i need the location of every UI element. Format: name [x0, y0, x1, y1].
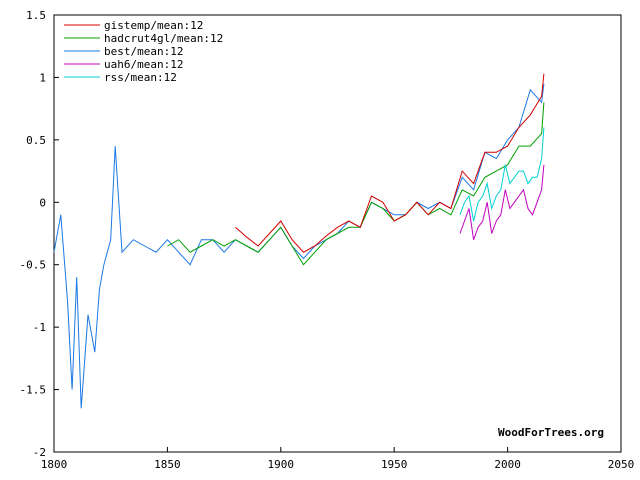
- series-layer: [53, 73, 545, 409]
- legend-label: hadcrut4gl/mean:12: [104, 32, 223, 45]
- y-tick-label: 1.5: [26, 9, 46, 22]
- legend-label: uah6/mean:12: [104, 58, 183, 71]
- x-tick-label: 2000: [494, 458, 521, 471]
- x-tick-label: 1950: [381, 458, 408, 471]
- credit-label: WoodForTrees.org: [498, 426, 604, 439]
- y-tick-label: -0.5: [20, 259, 47, 272]
- legend-label: best/mean:12: [104, 45, 183, 58]
- axis-ticks: 1800 1850 1900 1950 2000 2050 1.5 1 0.5 0 -0.5 -1 -1…: [20, 9, 635, 471]
- x-tick-label: 1900: [268, 458, 295, 471]
- x-tick-label: 1800: [41, 458, 68, 471]
- legend-label: gistemp/mean:12: [104, 19, 203, 32]
- y-tick-label: -1.5: [20, 384, 47, 397]
- y-tick-label: 0: [39, 196, 46, 209]
- y-tick-label: -2: [33, 446, 46, 459]
- y-tick-label: 1: [39, 71, 46, 84]
- legend: gistemp/mean:12hadcrut4gl/mean:12best/me…: [64, 19, 223, 84]
- series-line-0: [235, 73, 545, 253]
- legend-label: rss/mean:12: [104, 71, 177, 84]
- x-tick-label: 2050: [608, 458, 635, 471]
- series-line-4: [459, 127, 545, 222]
- x-tick-label: 1850: [154, 458, 181, 471]
- series-line-3: [459, 164, 545, 240]
- y-tick-label: -1: [33, 321, 46, 334]
- y-tick-label: 0.5: [26, 134, 46, 147]
